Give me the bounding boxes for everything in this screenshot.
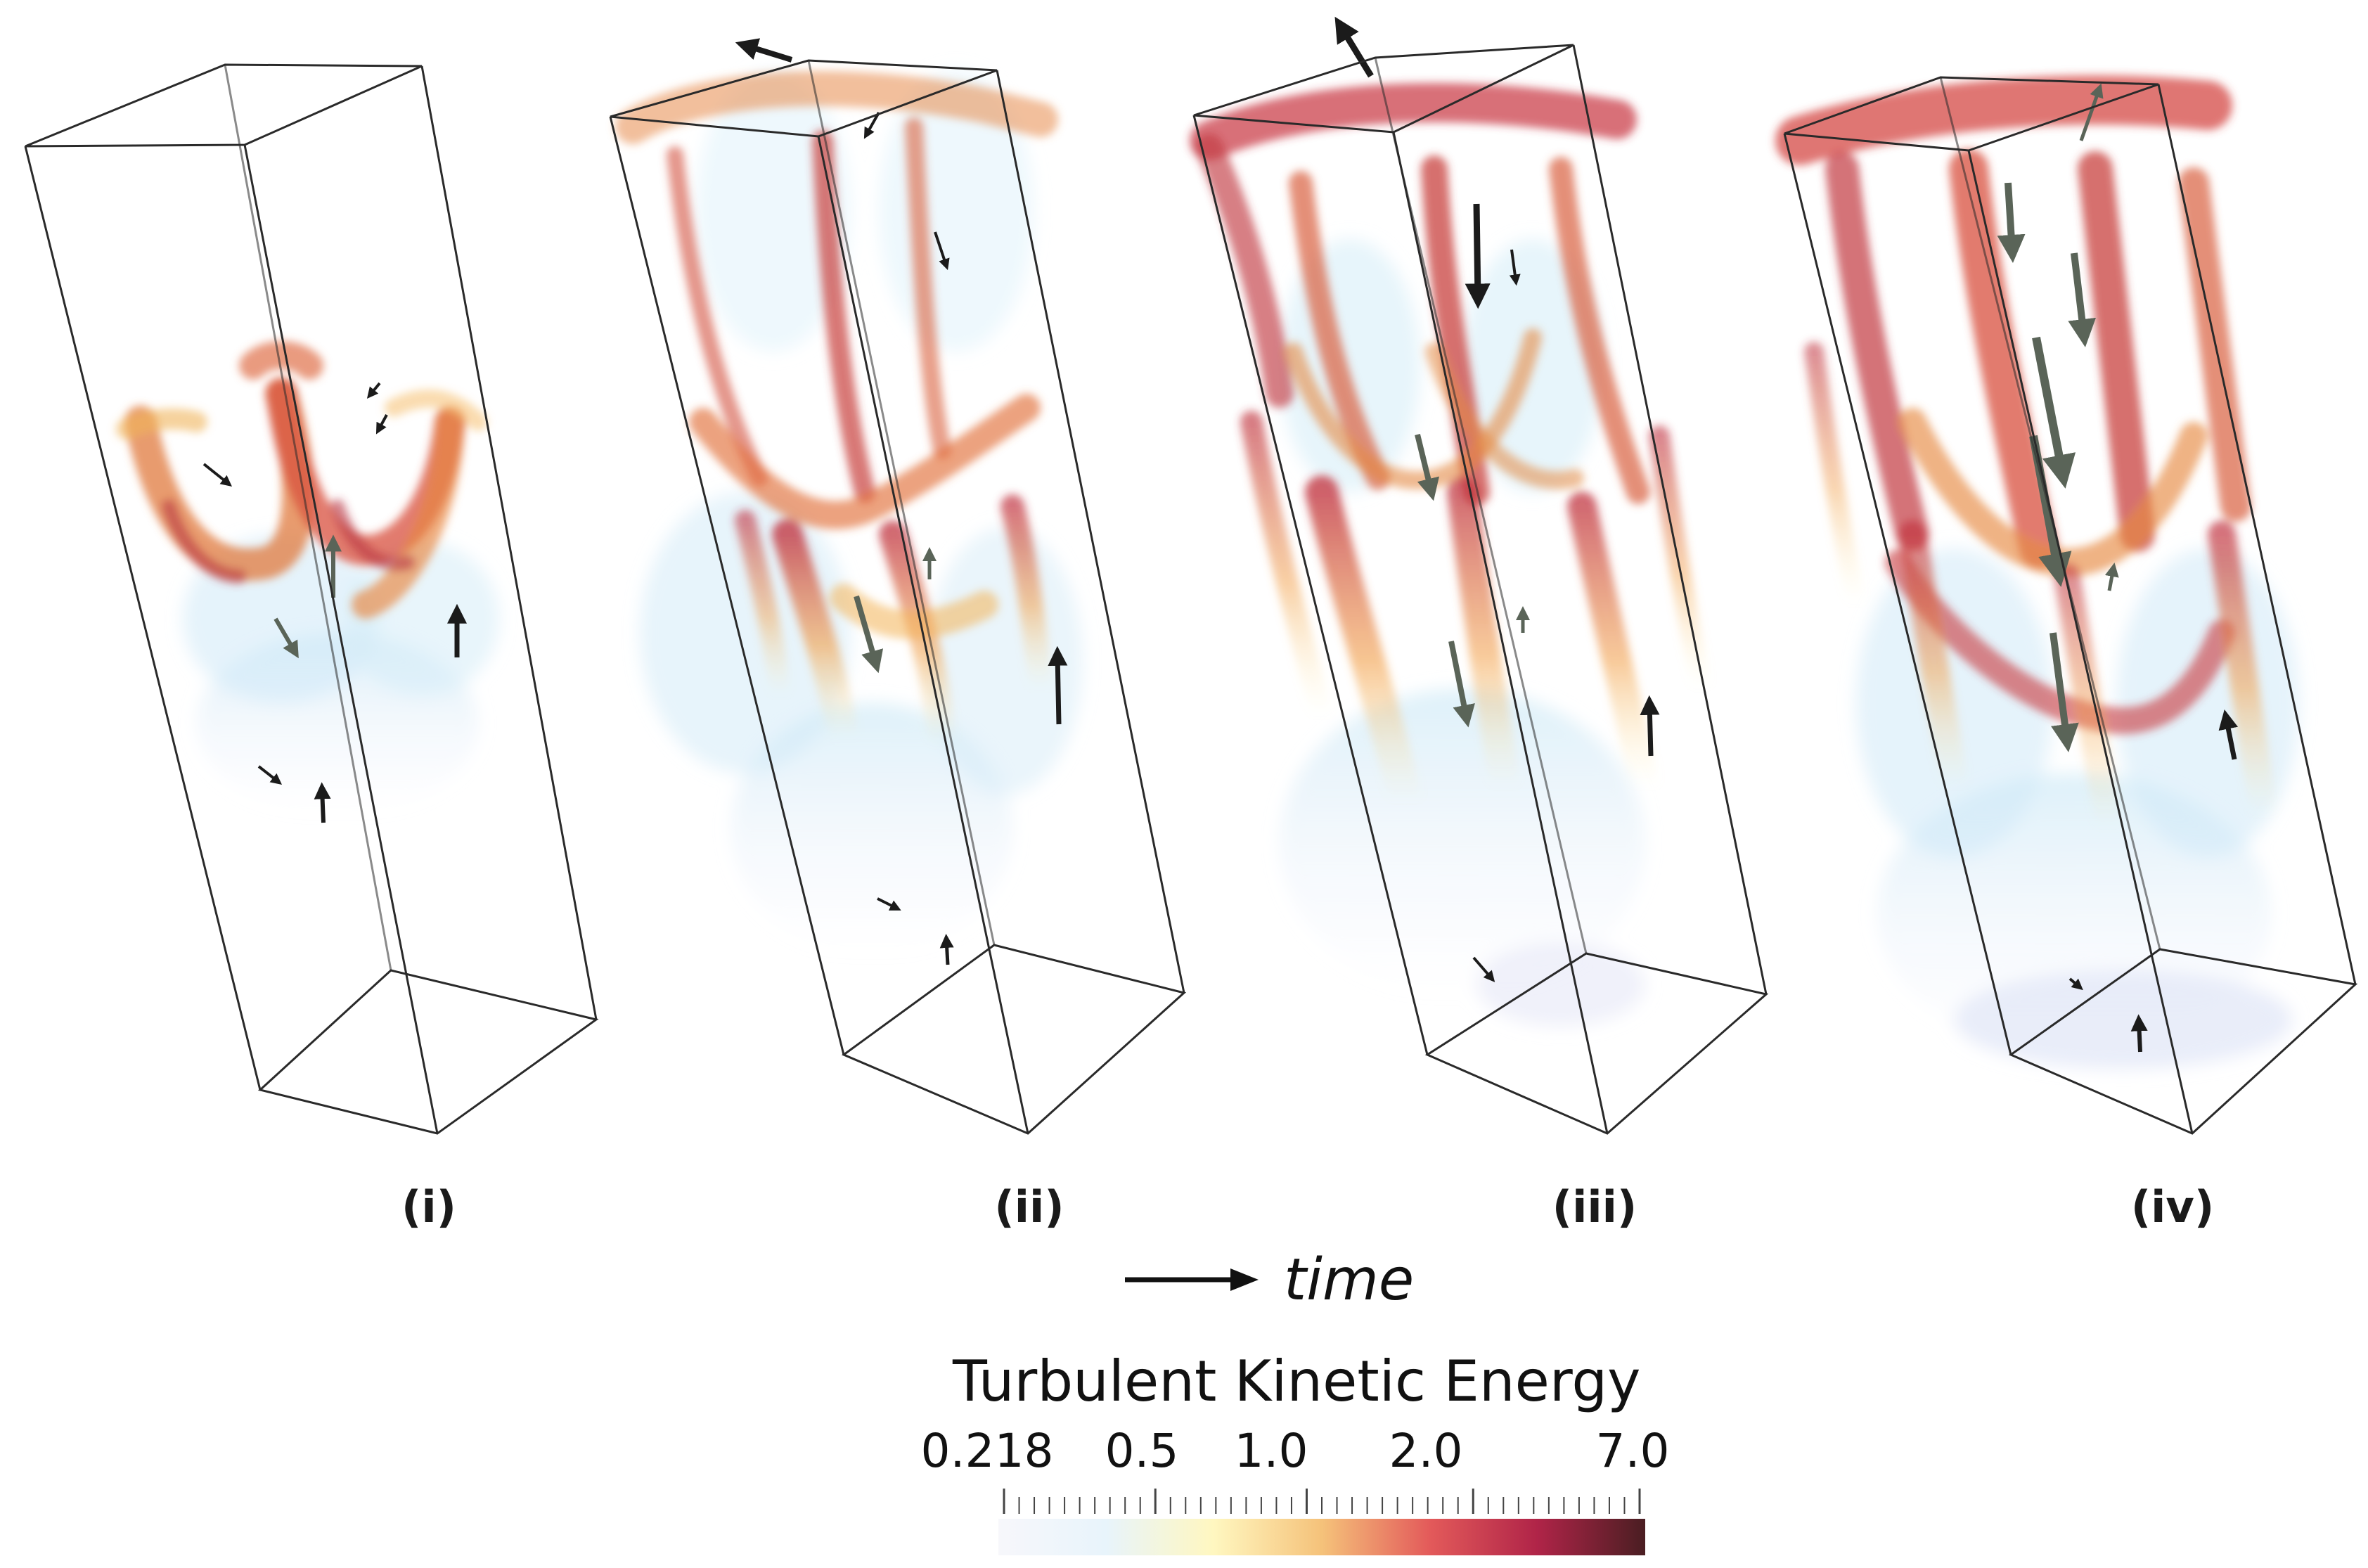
panel-iv-volume xyxy=(1775,75,2358,1135)
time-label: time xyxy=(1284,1246,1415,1313)
colorbar-tick-label: 0.218 xyxy=(920,1424,1054,1478)
colorbar-tick-label: 2.0 xyxy=(1389,1424,1463,1478)
panel-iii-volume xyxy=(1190,16,1769,1135)
colorbar-tick-label: 0.5 xyxy=(1105,1424,1179,1478)
colorbar xyxy=(998,1489,1645,1555)
panel-i-volume xyxy=(24,63,599,1135)
colorbar-gradient xyxy=(998,1519,1645,1555)
time-axis-indicator: time xyxy=(1125,1241,1414,1318)
panel-label-iii: (iii) xyxy=(1552,1181,1637,1233)
colorbar-minor-ticks xyxy=(1003,1489,1641,1514)
panel-label-i: (i) xyxy=(401,1181,456,1233)
time-arrow-icon xyxy=(1125,1268,1259,1291)
colorbar-title: Turbulent Kinetic Energy xyxy=(953,1349,1641,1414)
colorbar-tick-label: 1.0 xyxy=(1234,1424,1308,1478)
colorbar-tick-label: 7.0 xyxy=(1595,1424,1670,1478)
panel-label-iv: (iv) xyxy=(2130,1181,2215,1233)
panel-ii-volume xyxy=(609,38,1187,1135)
panel-label-ii: (ii) xyxy=(994,1181,1064,1233)
